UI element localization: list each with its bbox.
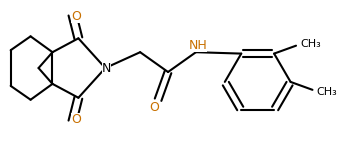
Text: O: O: [149, 101, 159, 114]
Text: O: O: [72, 10, 81, 23]
Text: CH₃: CH₃: [316, 87, 337, 97]
Text: N: N: [101, 61, 111, 75]
Text: O: O: [72, 113, 81, 126]
Text: NH: NH: [189, 39, 207, 52]
Text: CH₃: CH₃: [300, 39, 321, 49]
